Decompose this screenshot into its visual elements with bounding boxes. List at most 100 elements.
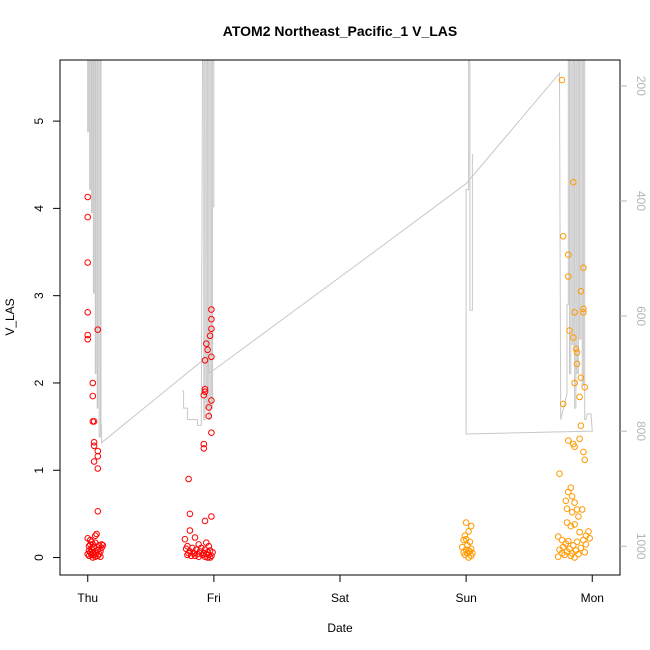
- data-point: [571, 499, 578, 506]
- data-point: [186, 510, 194, 518]
- data-point: [580, 448, 587, 456]
- data-point: [577, 374, 585, 382]
- data-point: [84, 331, 91, 339]
- data-point: [89, 392, 97, 400]
- data-point: [467, 522, 475, 530]
- data-point: [577, 544, 585, 552]
- chart-title: ATOM2 Northeast_Pacific_1 V_LAS: [223, 23, 457, 39]
- data-point: [571, 379, 578, 387]
- data-point: [462, 519, 470, 526]
- data-point: [581, 456, 589, 464]
- data-point: [94, 453, 102, 460]
- data-point: [575, 550, 582, 558]
- data-point: [195, 553, 202, 561]
- data-point: [205, 412, 213, 420]
- data-point: [90, 458, 98, 465]
- data-point: [581, 384, 589, 391]
- y-tick-label: 1: [32, 467, 46, 474]
- data-point: [461, 532, 469, 540]
- depth-axis: 200 400 600 800 1000: [620, 76, 648, 560]
- data-point: [567, 552, 575, 560]
- data-point: [208, 306, 215, 313]
- y-tick-label: 4: [32, 205, 46, 212]
- data-point: [575, 513, 582, 520]
- data-point: [565, 251, 572, 258]
- data-point: [186, 527, 194, 534]
- data-point: [554, 553, 562, 561]
- data-point: [84, 309, 91, 316]
- data-point: [201, 385, 209, 393]
- data-point: [208, 513, 215, 520]
- data-point: [571, 554, 578, 561]
- y-axis-label: V_LAS: [3, 298, 17, 335]
- data-point: [84, 336, 91, 343]
- data-point: [580, 309, 587, 316]
- data-point: [556, 470, 563, 478]
- data-point: [90, 418, 98, 425]
- y-tick-label: 0: [32, 554, 46, 561]
- data-point: [567, 522, 575, 530]
- data-point: [578, 506, 586, 513]
- data-point: [559, 400, 567, 408]
- x-tick-label: Sat: [331, 591, 350, 605]
- depth-line-1: [87, 59, 593, 444]
- data-point: [84, 193, 91, 201]
- data-point: [568, 508, 576, 516]
- data-point: [565, 488, 572, 496]
- data-point: [563, 505, 571, 513]
- x-tick-label: Mon: [581, 591, 604, 605]
- depth-tick-label: 600: [634, 306, 648, 326]
- data-point: [558, 536, 566, 544]
- data-point: [460, 536, 467, 544]
- data-point: [570, 542, 577, 549]
- data-point: [84, 213, 91, 221]
- data-point: [465, 554, 472, 561]
- data-point: [580, 264, 587, 272]
- data-point: [576, 393, 583, 401]
- data-point: [184, 551, 191, 559]
- data-point: [92, 532, 99, 540]
- data-point: [566, 327, 573, 334]
- data-point: [571, 443, 578, 451]
- data-point: [201, 357, 209, 364]
- data-point: [200, 445, 208, 452]
- data-point: [84, 550, 91, 558]
- x-axis-label: Date: [327, 621, 353, 635]
- data-point: [577, 422, 585, 430]
- data-point: [568, 493, 576, 500]
- data-point: [97, 553, 104, 561]
- x-axis: Thu Fri Sat Sun Mon: [77, 574, 604, 605]
- data-point: [181, 535, 189, 543]
- data-point: [191, 552, 199, 560]
- data-point: [90, 439, 98, 446]
- y-tick-label: 3: [32, 292, 46, 299]
- data-point: [94, 465, 102, 472]
- data-point: [208, 315, 215, 323]
- data-point: [208, 429, 215, 437]
- data-point: [570, 334, 577, 341]
- data-point: [559, 233, 567, 240]
- y-tick-label: 5: [32, 117, 46, 124]
- data-point: [570, 178, 577, 186]
- data-point: [554, 533, 562, 540]
- data-point: [206, 332, 214, 340]
- depth-tick-label: 800: [634, 421, 648, 441]
- data-point: [465, 528, 472, 535]
- depth-tick-label: 1000: [634, 533, 648, 560]
- data-point: [201, 388, 209, 396]
- data-point: [565, 437, 572, 444]
- data-point: [581, 549, 589, 556]
- data-point: [206, 554, 214, 561]
- data-point: [573, 360, 581, 368]
- data-point: [203, 340, 210, 348]
- data-point: [573, 349, 581, 356]
- data-point: [582, 541, 590, 548]
- data-point: [562, 497, 570, 505]
- data-point: [576, 435, 583, 443]
- data-point: [586, 535, 594, 542]
- data-point: [558, 76, 566, 84]
- depth-tick-label: 400: [634, 191, 648, 211]
- data-point: [93, 530, 100, 538]
